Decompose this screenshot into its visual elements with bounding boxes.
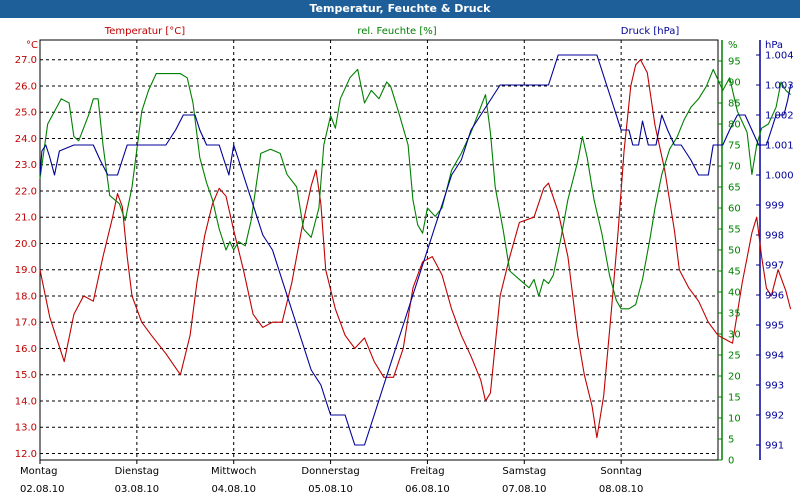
y-tick-label-pressure: 1.004 [765, 51, 794, 62]
unit-label-temperature: °C [26, 40, 38, 51]
y-tick-label-pressure: 992 [765, 411, 784, 422]
series-line-pressure [39, 54, 792, 446]
y-tick-label-temperature: 24.0 [15, 134, 37, 145]
y-tick-label-temperature: 15.0 [15, 370, 37, 381]
y-tick-label-humidity: 95 [728, 57, 741, 68]
y-tick-label-pressure: 994 [765, 351, 784, 362]
y-tick-label-pressure: 998 [765, 231, 784, 242]
x-tick-label-day: Freitag [410, 466, 444, 477]
y-tick-label-pressure: 1.003 [765, 81, 794, 92]
y-tick-label-temperature: 17.0 [15, 318, 37, 329]
y-tick-label-temperature: 12.0 [15, 449, 37, 460]
y-tick-label-pressure: 993 [765, 381, 784, 392]
series-line-humidity [39, 68, 791, 310]
y-tick-label-humidity: 45 [728, 267, 741, 278]
legend-humidity: rel. Feuchte [%] [357, 26, 436, 37]
y-tick-label-humidity: 5 [728, 435, 734, 446]
x-tick-label-day: Montag [20, 466, 57, 477]
y-tick-label-pressure: 1.002 [765, 111, 794, 122]
legend-pressure: Druck [hPa] [621, 26, 680, 37]
y-tick-label-pressure: 997 [765, 261, 784, 272]
x-tick-label-date: 08.08.10 [599, 484, 644, 495]
y-tick-label-humidity: 15 [728, 393, 741, 404]
unit-label-pressure: hPa [765, 40, 783, 51]
y-tick-label-humidity: 10 [728, 414, 741, 425]
y-tick-label-temperature: 26.0 [15, 81, 37, 92]
legend-temperature: Temperatur [°C] [104, 26, 185, 37]
y-tick-label-temperature: 14.0 [15, 396, 37, 407]
x-tick-label-day: Samstag [502, 466, 546, 477]
x-tick-label-date: 03.08.10 [115, 484, 160, 495]
x-tick-label-day: Sonntag [600, 466, 642, 477]
x-tick-label-date: 07.08.10 [502, 484, 547, 495]
x-tick-label-day: Donnerstag [301, 466, 359, 477]
x-tick-label-date: 06.08.10 [405, 484, 450, 495]
y-tick-label-humidity: 90 [728, 78, 741, 89]
x-tick-label-day: Mittwoch [211, 466, 256, 477]
y-tick-label-pressure: 1.001 [765, 141, 794, 152]
y-tick-label-pressure: 999 [765, 201, 784, 212]
y-tick-label-humidity: 25 [728, 351, 741, 362]
series-layer [39, 54, 792, 446]
y-tick-label-humidity: 65 [728, 183, 741, 194]
y-tick-label-humidity: 0 [728, 456, 734, 467]
y-tick-label-humidity: 40 [728, 288, 741, 299]
y-tick-label-temperature: 18.0 [15, 291, 37, 302]
y-tick-label-temperature: 19.0 [15, 265, 37, 276]
y-tick-label-temperature: 20.0 [15, 239, 37, 250]
window-title: Temperatur, Feuchte & Druck [0, 0, 800, 18]
y-tick-label-humidity: 80 [728, 120, 741, 131]
y-tick-label-humidity: 30 [728, 330, 741, 341]
y-tick-label-temperature: 22.0 [15, 186, 37, 197]
y-tick-label-humidity: 20 [728, 372, 741, 383]
x-tick-label-day: Dienstag [115, 466, 160, 477]
y-tick-label-temperature: 21.0 [15, 213, 37, 224]
y-tick-label-temperature: 23.0 [15, 160, 37, 171]
y-tick-label-humidity: 35 [728, 309, 741, 320]
x-tick-label-date: 02.08.10 [20, 484, 65, 495]
x-tick-label-date: 05.08.10 [308, 484, 353, 495]
series-line-temperature [39, 59, 792, 439]
y-tick-label-pressure: 995 [765, 321, 784, 332]
y-tick-label-pressure: 991 [765, 441, 784, 452]
y-tick-label-pressure: 996 [765, 291, 784, 302]
y-tick-label-temperature: 25.0 [15, 108, 37, 119]
labels: 12.0 13.0 14.0 15.0 16.0 17.0 18.0 19.0 20.0 21.0… [15, 26, 794, 495]
y-tick-label-humidity: 60 [728, 204, 741, 215]
y-tick-label-humidity: 85 [728, 99, 741, 110]
y-tick-label-temperature: 27.0 [15, 55, 37, 66]
axes [39, 39, 761, 464]
y-tick-label-temperature: 13.0 [15, 423, 37, 434]
unit-label-humidity: % [728, 40, 738, 51]
y-tick-label-pressure: 1.000 [765, 171, 794, 182]
y-tick-label-humidity: 75 [728, 141, 741, 152]
y-tick-label-humidity: 70 [728, 162, 741, 173]
y-tick-label-humidity: 55 [728, 225, 741, 236]
y-tick-label-humidity: 50 [728, 246, 741, 257]
chart-canvas: 12.0 13.0 14.0 15.0 16.0 17.0 18.0 19.0 20.0 21.0… [15, 26, 794, 495]
x-tick-label-date: 04.08.10 [211, 484, 256, 495]
y-tick-label-temperature: 16.0 [15, 344, 37, 355]
